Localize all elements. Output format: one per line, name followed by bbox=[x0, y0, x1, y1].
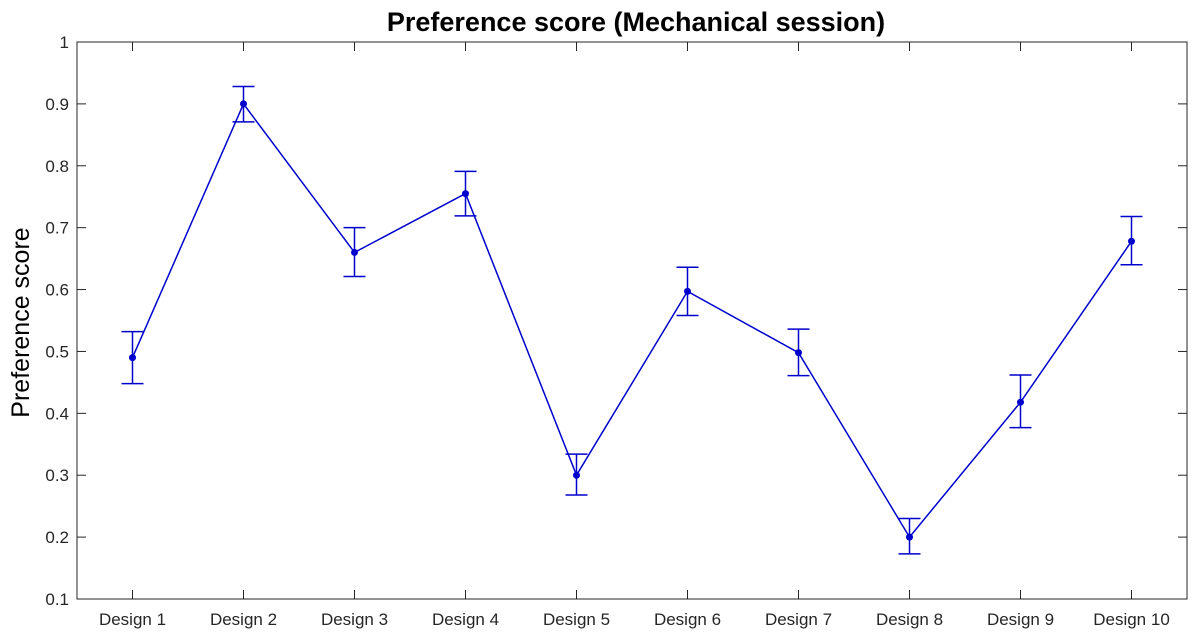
x-tick-label: Design 10 bbox=[1093, 610, 1170, 629]
x-tick-label: Design 9 bbox=[987, 610, 1054, 629]
y-tick-label: 0.3 bbox=[45, 466, 69, 485]
y-tick-label: 0.5 bbox=[45, 342, 69, 361]
data-point bbox=[1017, 398, 1024, 406]
x-tick-label: Design 2 bbox=[210, 610, 277, 629]
x-tick-label: Design 7 bbox=[765, 610, 832, 629]
y-tick-label: 0.6 bbox=[45, 281, 69, 300]
data-point bbox=[129, 354, 136, 362]
x-tick-label: Design 1 bbox=[99, 610, 166, 629]
x-tick-label: Design 5 bbox=[543, 610, 610, 629]
y-tick-label: 0.8 bbox=[45, 157, 69, 176]
y-tick-label: 0.1 bbox=[45, 590, 69, 609]
plot-area: 0.1 0.2 0.3 0.4 0.5 0.6 0.7 0.8 0.9 1 Design 1 Desi… bbox=[45, 33, 1188, 629]
data-point bbox=[906, 533, 913, 541]
x-tick-label: Design 3 bbox=[321, 610, 388, 629]
data-point bbox=[684, 287, 691, 295]
chart-title: Preference score (Mechanical session) bbox=[387, 7, 885, 37]
x-tick-label: Design 4 bbox=[432, 610, 499, 629]
y-tick-label: 0.2 bbox=[45, 528, 69, 547]
x-tick-label: Design 6 bbox=[654, 610, 721, 629]
y-tick-label: 0.9 bbox=[45, 95, 69, 114]
axes-box bbox=[76, 41, 1188, 600]
series-line bbox=[131, 102, 1133, 539]
y-axis-label: Preference score bbox=[7, 227, 35, 417]
y-tick-label: 0.7 bbox=[45, 219, 69, 238]
data-point bbox=[462, 190, 469, 198]
y-tick-label: 1 bbox=[60, 33, 69, 52]
data-point bbox=[351, 248, 358, 256]
data-point bbox=[573, 471, 580, 479]
y-tick-label: 0.4 bbox=[45, 404, 69, 423]
x-tick-label: Design 8 bbox=[876, 610, 943, 629]
data-point bbox=[240, 100, 247, 108]
data-point bbox=[795, 349, 802, 357]
data-point bbox=[1128, 237, 1135, 245]
